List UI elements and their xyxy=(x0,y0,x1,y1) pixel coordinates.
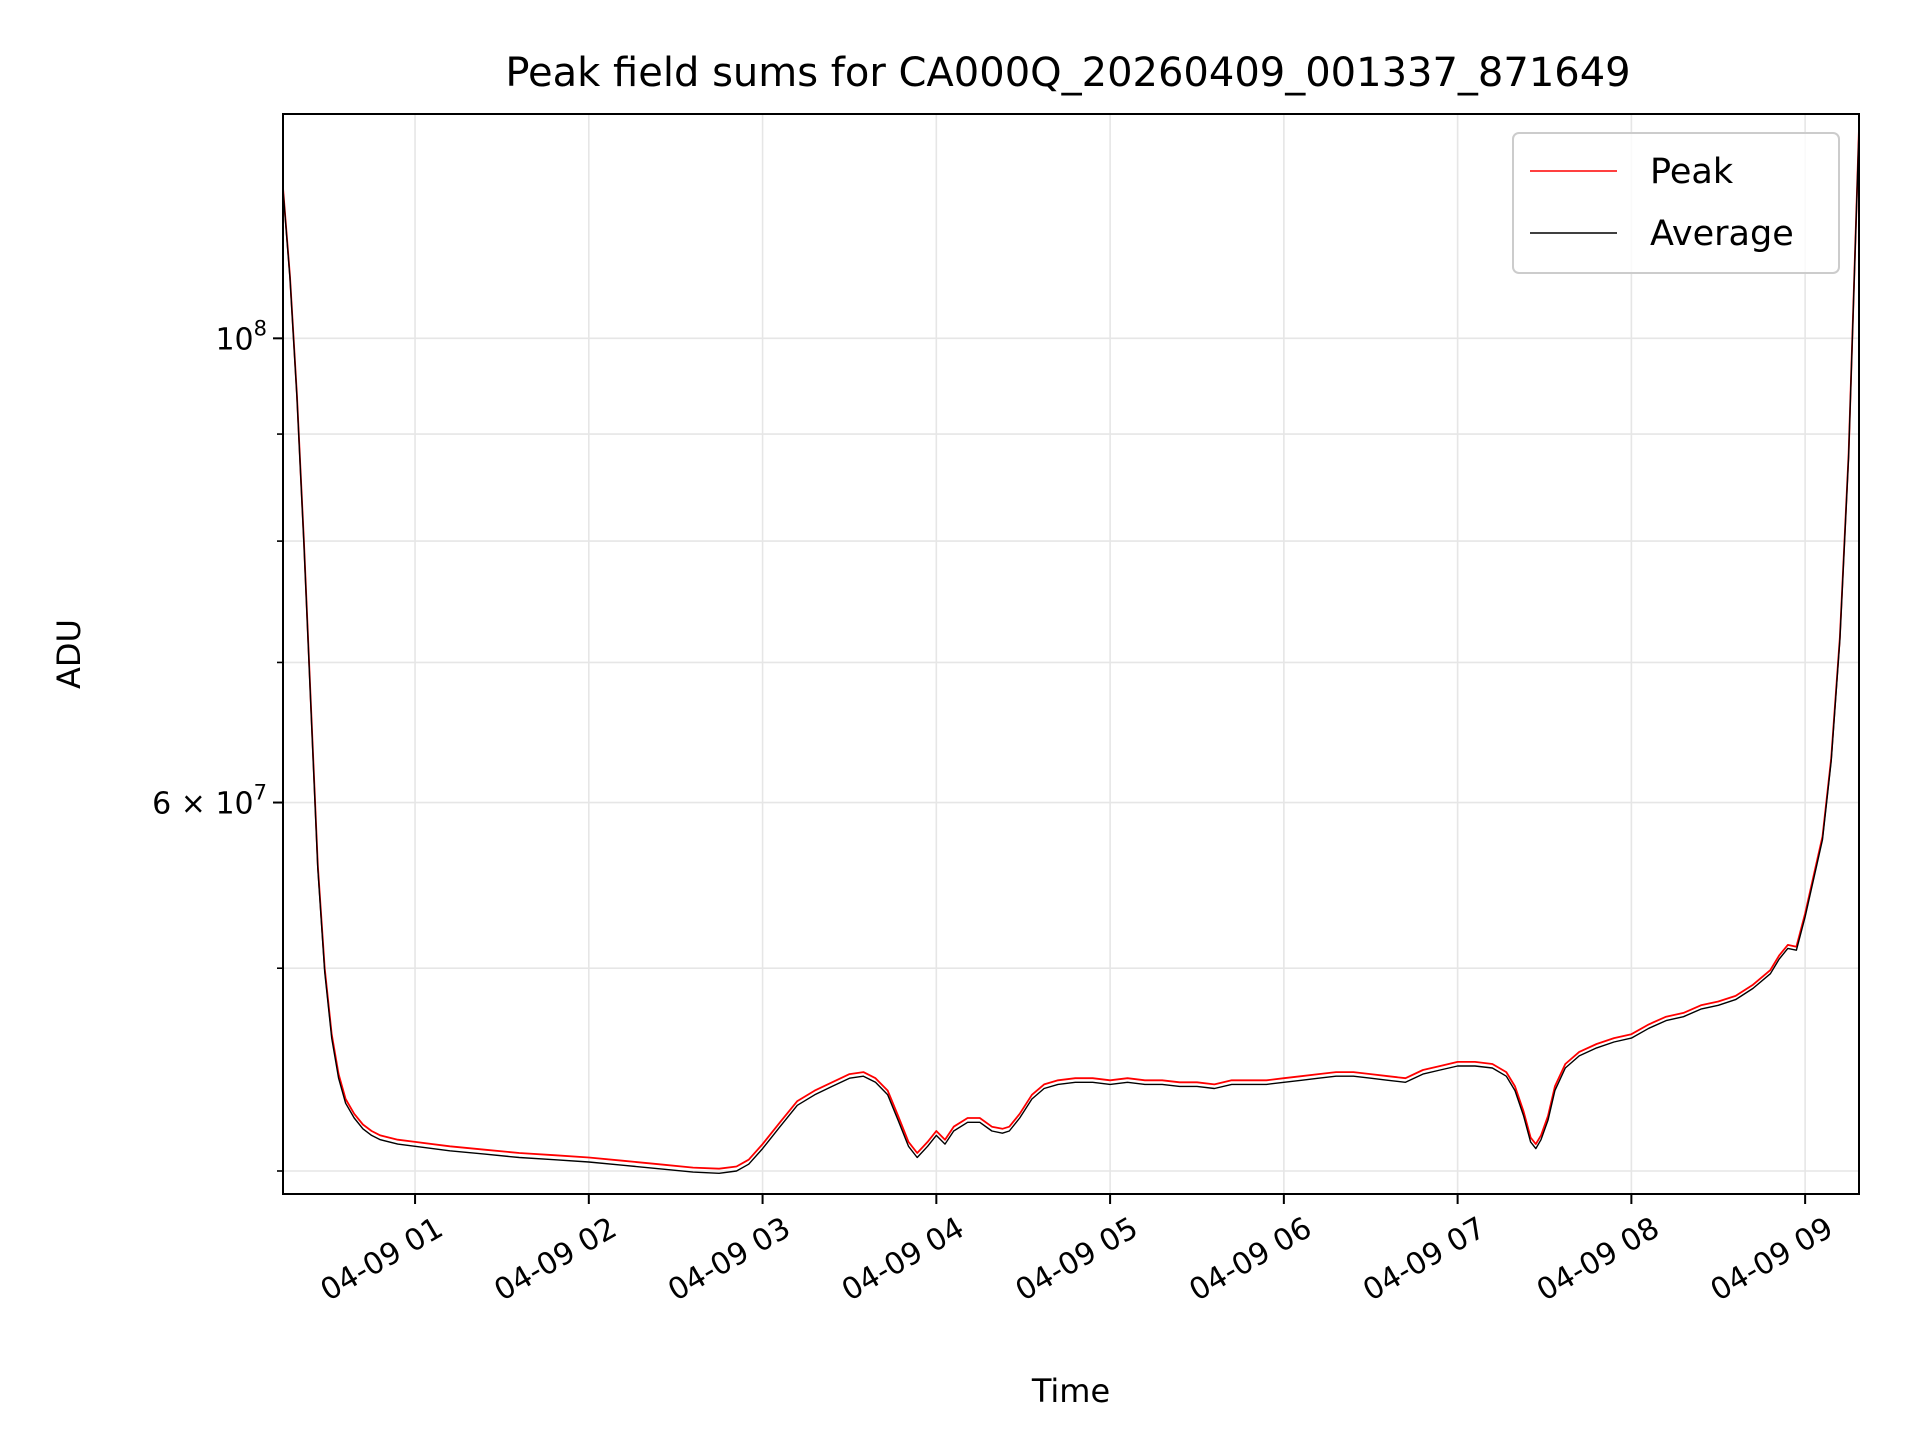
y-tick-base: 10 xyxy=(215,322,253,357)
grid xyxy=(283,114,1859,1194)
y-axis-title: ADU xyxy=(50,619,88,689)
y-tick-prefix: 6 × xyxy=(152,787,215,822)
legend-box xyxy=(1512,132,1840,274)
series-lines xyxy=(282,128,1860,1175)
y-tick-exponent: 7 xyxy=(254,781,267,805)
y-tick-exponent: 8 xyxy=(254,316,267,340)
legend-peak-label: Peak xyxy=(1650,152,1734,192)
y-tick-label: 6 × 107 xyxy=(152,781,267,822)
legend-average-label: Average xyxy=(1650,214,1794,254)
y-tick-label: 108 xyxy=(215,316,267,357)
x-axis-title: Time xyxy=(1031,1372,1110,1410)
series-average-line xyxy=(282,129,1860,1175)
y-tick-base: 10 xyxy=(215,787,253,822)
series-peak-line xyxy=(282,128,1860,1170)
plot-frame xyxy=(282,113,1860,1195)
legend: Peak Average xyxy=(1512,132,1840,274)
chart-title: Peak field sums for CA000Q_20260409_0013… xyxy=(505,50,1630,96)
